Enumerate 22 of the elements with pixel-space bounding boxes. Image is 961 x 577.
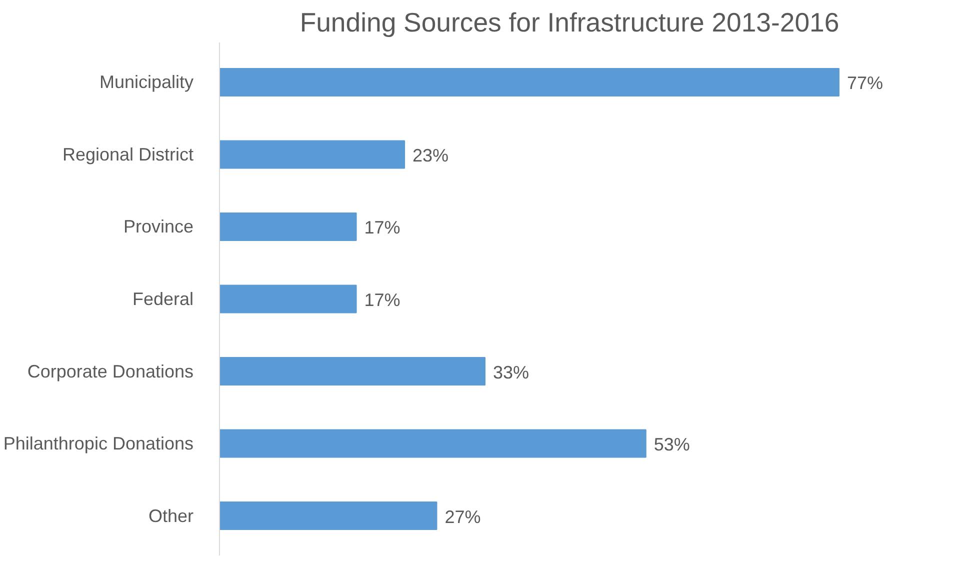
y-tick-label: Philanthropic Donations bbox=[3, 434, 194, 454]
data-label: 17% bbox=[364, 290, 400, 310]
bar bbox=[220, 357, 486, 386]
data-label: 53% bbox=[654, 434, 690, 455]
bar bbox=[220, 140, 406, 169]
data-label: 23% bbox=[412, 145, 449, 166]
y-tick-label: Federal bbox=[132, 289, 194, 309]
bar bbox=[220, 502, 438, 530]
y-tick-label: Municipality bbox=[99, 72, 194, 92]
data-label: 27% bbox=[444, 506, 481, 527]
bar bbox=[220, 68, 840, 96]
y-tick-label: Corporate Donations bbox=[27, 361, 194, 382]
data-label: 77% bbox=[846, 73, 883, 94]
y-tick-label: Other bbox=[148, 506, 194, 526]
bar bbox=[220, 429, 646, 458]
chart-title: Funding Sources for Infrastructure 2013-2016 bbox=[300, 8, 840, 38]
data-label: 17% bbox=[364, 218, 400, 238]
bar bbox=[220, 212, 357, 241]
bar bbox=[220, 284, 357, 314]
y-tick-label: Province bbox=[123, 216, 194, 237]
data-label: 33% bbox=[492, 362, 530, 382]
y-tick-label: Regional District bbox=[62, 144, 194, 164]
